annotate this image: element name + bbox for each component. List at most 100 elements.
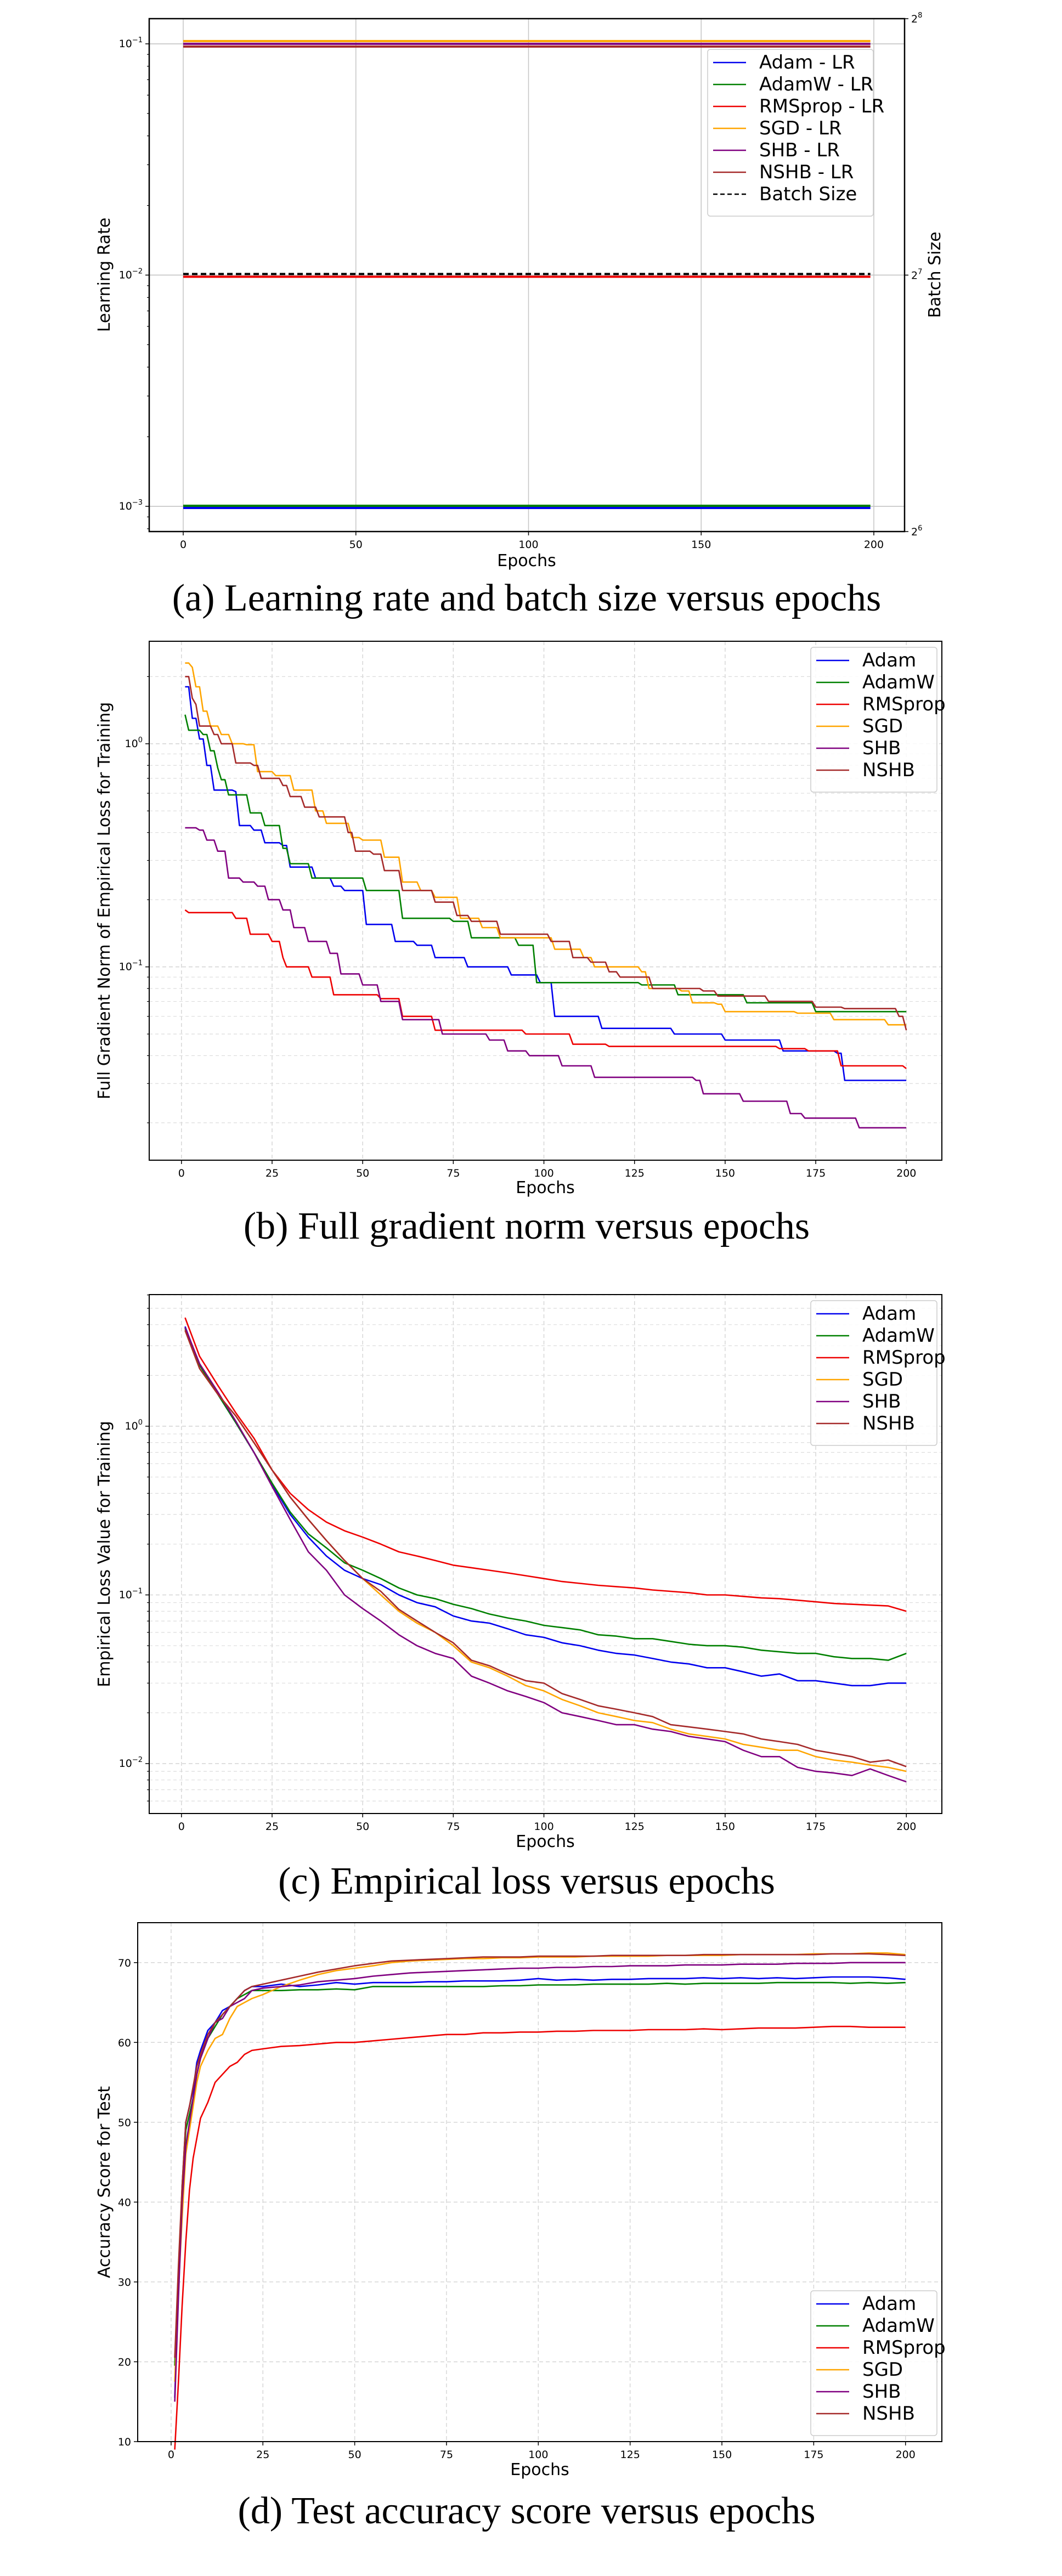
series-line-rmsprop — [174, 2025, 906, 2450]
legend-label: AdamW — [862, 2315, 935, 2337]
series-line-shb — [185, 827, 907, 1129]
y-right-tick-label: 28 — [911, 12, 922, 25]
x-tick-label: 100 — [534, 1167, 553, 1179]
x-tick-label: 175 — [806, 1821, 826, 1833]
legend-item: SHB - LR — [713, 139, 840, 161]
legend-item: AdamW — [816, 1325, 935, 1347]
y-tick-label: 10−2 — [119, 267, 143, 281]
y-tick-label: 100 — [125, 736, 143, 750]
y-right-tick-exponent: 7 — [918, 268, 922, 276]
y-tick-exponent: −1 — [132, 959, 143, 968]
caption-b: (b) Full gradient norm versus epochs — [244, 1205, 810, 1247]
x-tick-label: 25 — [266, 1821, 279, 1833]
legend-label: Adam — [862, 649, 916, 671]
legend-label: AdamW - LR — [759, 74, 873, 95]
y-tick-label: 10−2 — [119, 1756, 143, 1770]
y-tick-base: 10 — [119, 961, 132, 973]
grid-c — [149, 1295, 942, 1814]
legend-item: SHB — [816, 2381, 901, 2403]
y-tick-base: 10 — [119, 269, 132, 281]
axes-frame-b — [149, 641, 942, 1161]
legend-label: NSHB - LR — [759, 161, 854, 183]
x-tick-label: 75 — [447, 1167, 460, 1179]
y-tick-exponent: 0 — [138, 736, 143, 744]
series-line-adam — [174, 1976, 906, 2398]
legend-item: SGD — [816, 1369, 903, 1391]
x-tick-label: 0 — [180, 539, 187, 551]
plot-area-b — [184, 662, 907, 1129]
legend-item: SGD — [816, 715, 903, 737]
legend-label: Adam — [862, 1303, 916, 1325]
x-ticks-d: 0 25 50 75 100 125 150 175 200 — [168, 2442, 916, 2461]
legend-label: RMSprop — [862, 693, 946, 715]
x-tick-label: 200 — [896, 2449, 916, 2461]
y-tick-label: 10 — [118, 2436, 131, 2448]
x-tick-label: 75 — [440, 2449, 453, 2461]
legend-label: Adam - LR — [759, 52, 855, 74]
caption-c: (c) Empirical loss versus epochs — [278, 1860, 775, 1902]
y-tick-label: 50 — [118, 2117, 131, 2129]
x-tick-label: 100 — [534, 1821, 553, 1833]
legend-label: NSHB — [862, 759, 915, 781]
x-tick-label: 125 — [625, 1821, 645, 1833]
legend-label: SGD — [862, 1369, 903, 1391]
y-right-tick-exponent: 6 — [918, 524, 922, 533]
legend-item: SHB — [816, 1391, 901, 1413]
legend-label: SGD — [862, 715, 903, 737]
legend-item: NSHB — [816, 2403, 915, 2425]
series-line-nshb — [184, 1330, 907, 1767]
series-line-rmsprop — [184, 1317, 907, 1612]
y-right-tick-base: 2 — [911, 270, 918, 282]
x-tick-label: 150 — [691, 539, 711, 551]
y-tick-label: 40 — [118, 2196, 131, 2208]
caption-a: (a) Learning rate and batch size versus … — [172, 577, 881, 619]
legend-item: SGD - LR — [713, 117, 842, 139]
legend-item: AdamW — [816, 2315, 935, 2337]
x-tick-label: 200 — [864, 539, 884, 551]
y-axis-label-d: Accuracy Score for Test — [95, 2086, 114, 2278]
y-tick-exponent: −3 — [132, 499, 143, 507]
x-tick-label: 0 — [168, 2449, 174, 2461]
y-tick-label: 70 — [118, 1957, 131, 1969]
y-tick-base: 10 — [119, 500, 132, 512]
legend-item: Adam - LR — [713, 52, 855, 74]
x-tick-label: 200 — [896, 1167, 916, 1179]
y-tick-exponent: −2 — [132, 267, 143, 275]
legend-box — [707, 49, 874, 217]
series-line-adam — [184, 1326, 907, 1687]
legend-box — [810, 2290, 937, 2436]
x-tick-label: 50 — [348, 2449, 361, 2461]
x-tick-label: 175 — [804, 2449, 823, 2461]
legend-label: RMSprop — [862, 1347, 946, 1369]
y-tick-exponent: −1 — [132, 36, 143, 44]
y-axis-label-b: Full Gradient Norm of Empirical Loss for… — [95, 702, 114, 1099]
y-right-tick-label: 26 — [911, 524, 922, 538]
y-right-tick-base: 2 — [911, 526, 918, 538]
legend-item: RMSprop — [816, 693, 946, 715]
x-tick-label: 50 — [356, 1167, 369, 1179]
y-axis-label-a: Learning Rate — [95, 218, 114, 332]
legend-label: AdamW — [862, 671, 935, 693]
x-tick-label: 50 — [349, 539, 363, 551]
x-ticks-b: 0 25 50 75 100 125 150 175 200 — [178, 1160, 916, 1179]
x-tick-label: 150 — [712, 2449, 732, 2461]
series-line-adamw — [184, 1328, 907, 1661]
legend-item: RMSprop — [816, 1347, 946, 1369]
y-ticks-b: 10−1 100 — [119, 676, 149, 1123]
legend-label: SGD — [862, 2359, 903, 2381]
legend-label: SHB — [862, 1391, 901, 1413]
y-tick-exponent: −2 — [132, 1756, 143, 1764]
y-right-tick-base: 2 — [911, 13, 918, 25]
legend-box — [810, 1300, 937, 1446]
caption-d: (d) Test accuracy score versus epochs — [238, 2490, 815, 2532]
plot-area-d — [174, 1952, 906, 2450]
legend-item: SHB — [816, 737, 901, 759]
plot-area-c — [184, 1317, 907, 1783]
y-tick-base: 10 — [119, 1589, 132, 1601]
